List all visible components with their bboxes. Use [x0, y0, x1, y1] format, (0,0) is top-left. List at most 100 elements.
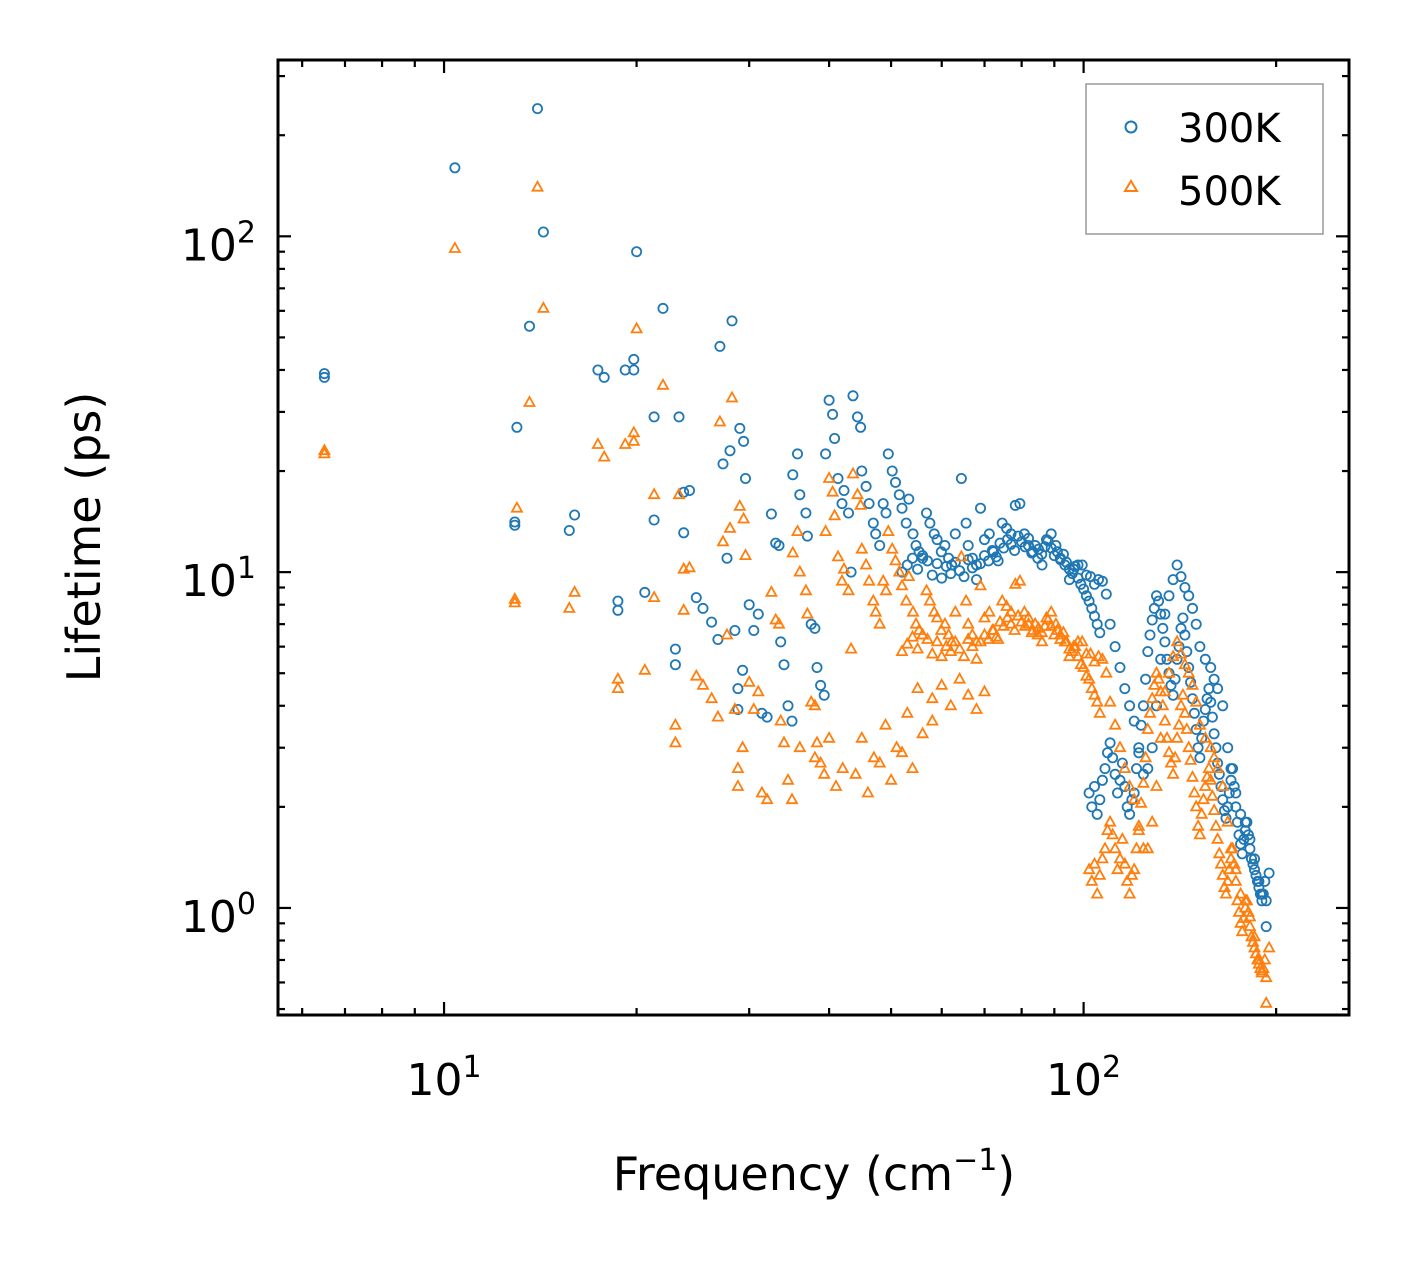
point-500k — [1176, 687, 1190, 700]
point-300k — [1137, 700, 1149, 712]
legend-label-500k: 500K — [1178, 169, 1282, 215]
point-500k — [1115, 832, 1129, 844]
point-300k — [1213, 768, 1225, 780]
point-300k — [1091, 808, 1103, 820]
point-300k — [896, 502, 908, 514]
point-500k — [850, 487, 865, 500]
point-500k — [508, 595, 522, 608]
point-300k — [960, 517, 972, 529]
point-500k — [1134, 795, 1148, 808]
point-300k — [1171, 559, 1183, 571]
point-500k — [1017, 604, 1031, 617]
point-300k — [838, 484, 850, 496]
point-300k — [818, 689, 830, 701]
point-500k — [1044, 618, 1058, 631]
point-500k — [742, 674, 756, 687]
point-500k — [916, 726, 930, 739]
point-500k — [317, 446, 331, 459]
point-300k — [1060, 556, 1072, 568]
point-300k — [1169, 673, 1181, 685]
point-300k — [1205, 696, 1217, 708]
point-500k — [522, 395, 537, 407]
point-300k — [684, 484, 696, 496]
point-500k — [1129, 841, 1144, 854]
point-300k — [1155, 653, 1167, 665]
point-300k — [778, 659, 790, 671]
point-500k — [836, 761, 850, 773]
point-300k — [1263, 867, 1275, 879]
point-500k — [800, 606, 814, 619]
point-500k — [895, 644, 909, 656]
point-500k — [935, 678, 949, 690]
point-300k — [990, 551, 1002, 563]
point-500k — [822, 730, 836, 743]
point-500k — [728, 702, 742, 714]
point-500k — [888, 553, 903, 566]
point-300k — [1242, 829, 1254, 841]
point-500k — [711, 709, 725, 722]
point-500k — [981, 632, 996, 644]
point-300k — [509, 519, 521, 531]
point-300k — [1188, 707, 1200, 719]
point-300k — [669, 659, 681, 671]
point-500k — [879, 583, 893, 596]
point-500k — [844, 641, 858, 654]
point-300k — [537, 226, 549, 238]
point-300k — [832, 472, 844, 484]
point-500k — [969, 651, 984, 664]
point-300k — [449, 162, 461, 174]
point-500k — [961, 687, 975, 700]
point-300k — [628, 353, 640, 365]
point-500k — [1189, 799, 1203, 812]
point-500k — [786, 545, 800, 558]
point-500k — [892, 564, 906, 577]
point-500k — [1120, 874, 1134, 886]
point-500k — [723, 521, 737, 533]
point-500k — [1222, 862, 1236, 875]
point-500k — [1095, 651, 1109, 664]
point-500k — [1205, 788, 1219, 801]
point-500k — [1082, 671, 1096, 684]
point-300k — [1203, 683, 1215, 695]
point-300k — [901, 559, 913, 571]
point-300k — [732, 683, 744, 695]
point-500k — [731, 761, 745, 773]
point-300k — [1199, 704, 1211, 716]
point-500k — [1021, 610, 1036, 623]
point-500k — [1227, 856, 1241, 869]
point-500k — [997, 618, 1011, 631]
point-500k — [884, 772, 898, 785]
point-300k — [910, 540, 922, 552]
point-500k — [731, 779, 745, 791]
y-axis-title: Lifetime (ps) — [57, 392, 111, 683]
point-500k — [317, 443, 331, 456]
point-500k — [1103, 814, 1117, 827]
point-500k — [1085, 874, 1099, 886]
point-300k — [612, 604, 624, 616]
point-300k — [1146, 742, 1158, 754]
point-500k — [781, 772, 795, 785]
point-500k — [935, 649, 949, 662]
point-300k — [673, 411, 685, 423]
point-500k — [755, 785, 769, 798]
point-500k — [1108, 841, 1122, 854]
point-500k — [562, 601, 576, 613]
point-500k — [764, 585, 778, 597]
point-300k — [532, 103, 544, 115]
point-300k — [949, 528, 961, 540]
point-300k — [931, 534, 943, 546]
point-300k — [801, 530, 813, 542]
point-500k — [1178, 705, 1192, 718]
point-300k — [1086, 801, 1098, 813]
point-500k — [909, 616, 923, 629]
point-300k — [1119, 781, 1131, 793]
point-300k — [811, 662, 823, 674]
point-500k — [1162, 665, 1176, 678]
point-500k — [1000, 610, 1014, 623]
x-axis-title: Frequency (cm−1) — [613, 1143, 1016, 1201]
point-300k — [877, 498, 889, 510]
point-300k — [1241, 816, 1253, 828]
point-500k — [1154, 684, 1168, 697]
point-500k — [1050, 623, 1064, 635]
point-500k — [772, 616, 786, 629]
